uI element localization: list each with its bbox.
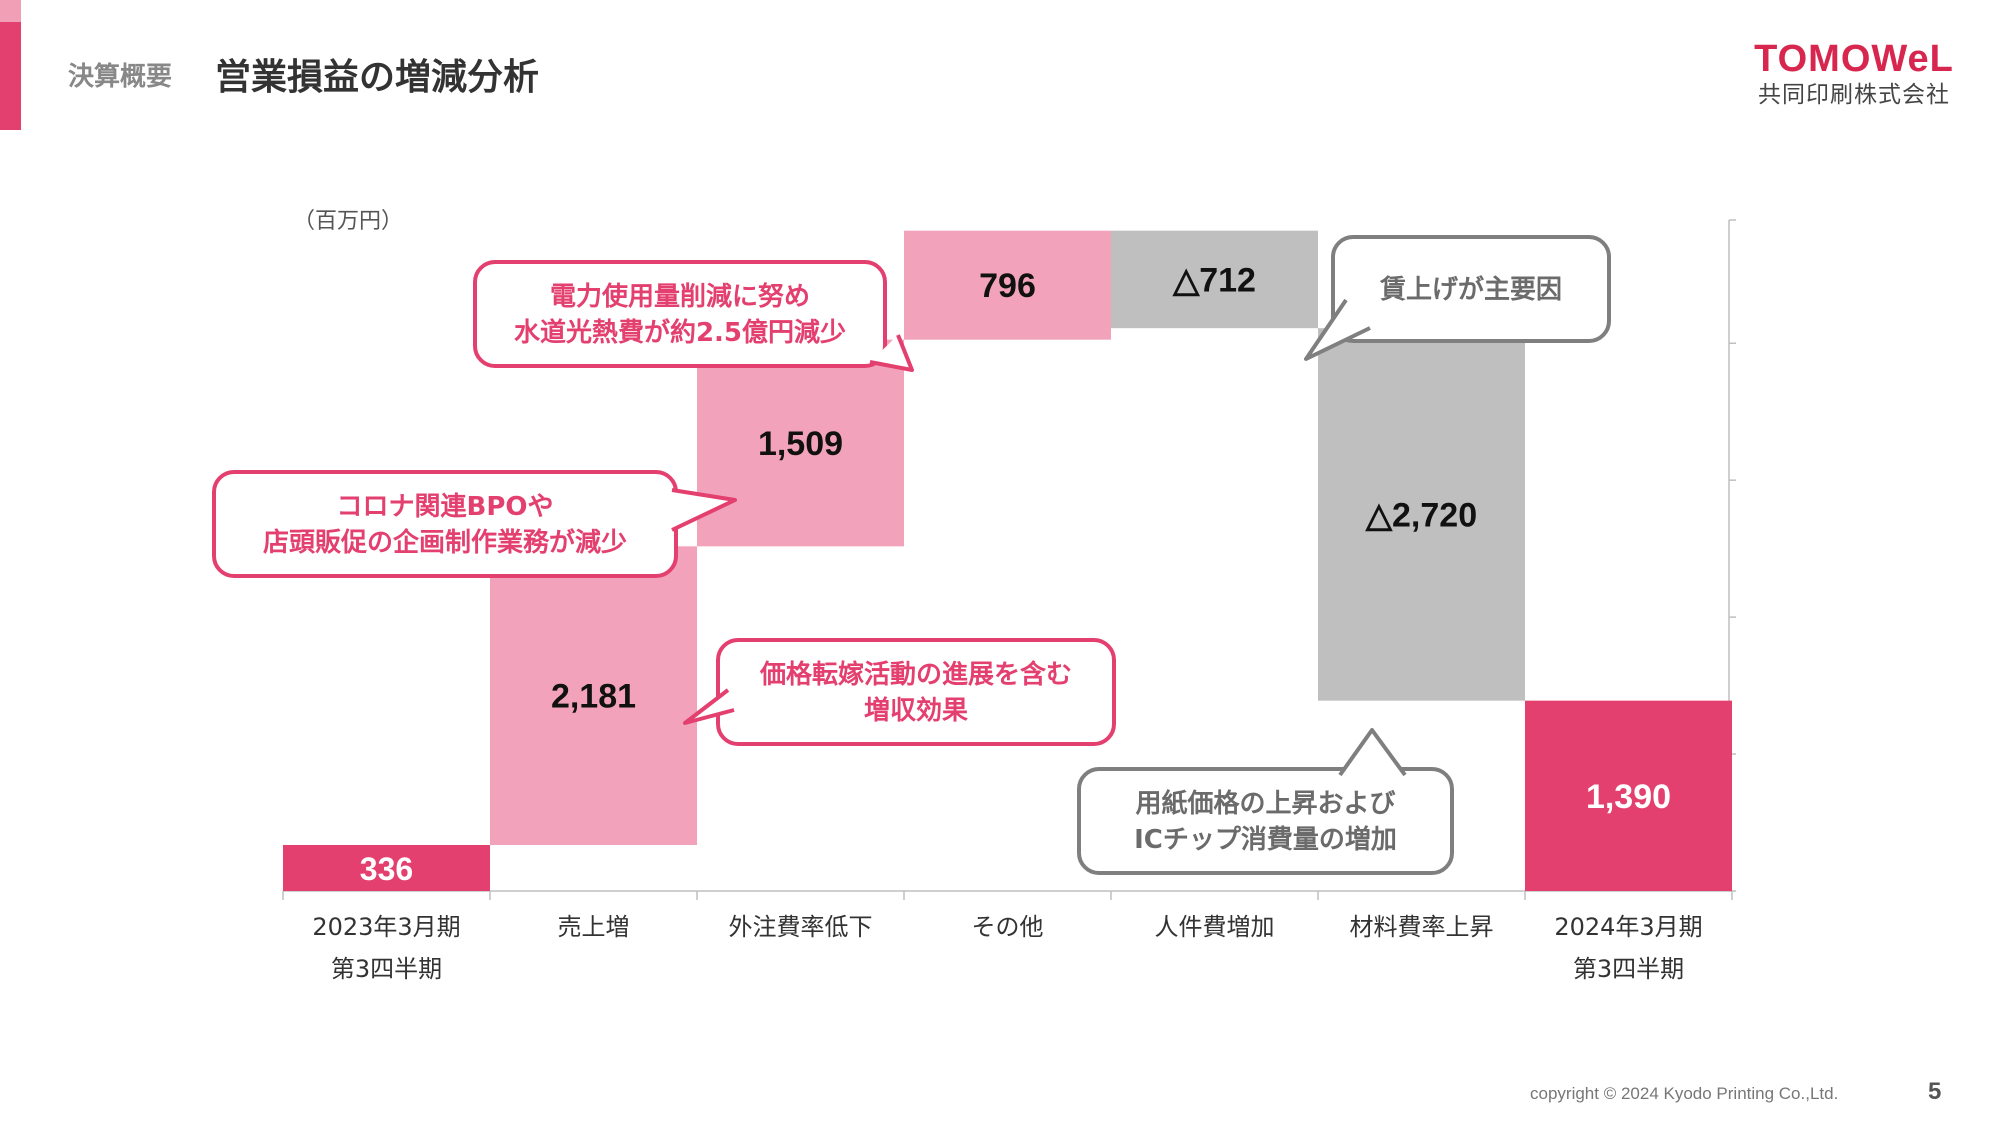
accent-top-strip (0, 0, 21, 22)
bar-value-label: 336 (360, 851, 413, 887)
callout-outsourcing-pointer (671, 488, 737, 532)
footer-copyright: copyright © 2024 Kyodo Printing Co.,Ltd. (1530, 1084, 1839, 1103)
callout-other-pointer (869, 334, 914, 372)
callout-materials-pointer (1338, 728, 1407, 777)
y-axis-unit-label: （百万円） (293, 209, 403, 234)
callout-labor: 賃上げが主要因 (1304, 235, 1611, 361)
callout-labor-box (1331, 235, 1611, 343)
page-number: 5 (1928, 1078, 1942, 1105)
callout-other-text: 水道光熱費が約2.5億円減少 (514, 317, 846, 348)
section-label: 決算概要 (68, 62, 173, 92)
callout-other-text: 電力使用量削減に努め (550, 281, 810, 312)
callout-sales-pointer (683, 688, 735, 725)
callout-labor-pointer (1304, 298, 1371, 361)
x-tick-label: 2023年3月期 (312, 913, 460, 941)
x-tick-label: 第3四半期 (331, 955, 442, 983)
x-tick-label: その他 (972, 913, 1044, 941)
x-tick-label: 人件費増加 (1155, 913, 1275, 941)
logo-company-name: 共同印刷株式会社 (1758, 82, 1950, 108)
x-tick-label: 材料費率上昇 (1350, 913, 1494, 941)
callout-sales-text: 価格転嫁活動の進展を含む (759, 659, 1072, 690)
waterfall-bar (490, 546, 697, 845)
callout-labor-text: 賃上げが主要因 (1379, 274, 1562, 305)
x-tick-label: 外注費率低下 (729, 913, 873, 941)
waterfall-bar (1111, 230, 1318, 329)
bar-value-label: 1,390 (1586, 778, 1671, 816)
bar-value-label: 1,509 (758, 425, 843, 463)
waterfall-bar (904, 230, 1111, 340)
company-logo: TOMOWeL 共同印刷株式会社 (1745, 38, 1963, 110)
x-tick-label: 2024年3月期 (1554, 913, 1702, 941)
waterfall-bar (283, 844, 490, 891)
callout-materials: 用紙価格の上昇および ICチップ消費量の増加 (1077, 728, 1454, 875)
x-tick-label: 第3四半期 (1573, 955, 1684, 983)
callout-materials-text: ICチップ消費量の増加 (1134, 825, 1397, 855)
callout-sales-text: 増収効果 (864, 695, 968, 726)
callout-other-box (473, 260, 887, 368)
callout-sales-box (716, 638, 1116, 746)
bar-value-label: 2,181 (551, 678, 636, 716)
waterfall-bar (697, 339, 904, 547)
bar-value-label: △2,720 (1365, 496, 1477, 534)
waterfall-bar (1318, 328, 1525, 701)
waterfall-bar (1525, 700, 1732, 891)
bar-value-label: 796 (979, 267, 1036, 305)
accent-bar (0, 22, 21, 130)
callout-outsourcing-text: コロナ関連BPOや (337, 492, 554, 522)
x-tick-label: 売上増 (558, 913, 630, 941)
bar-value-label: △712 (1172, 261, 1256, 299)
callout-materials-text: 用紙価格の上昇および (1135, 788, 1395, 819)
page-title: 営業損益の増減分析 (215, 57, 540, 98)
callout-materials-box (1077, 767, 1454, 875)
callout-outsourcing-text: 店頭販促の企画制作業務が減少 (263, 527, 627, 558)
logo-wordmark: TOMOWeL (1754, 38, 1954, 80)
callout-outsourcing-box (212, 470, 678, 578)
